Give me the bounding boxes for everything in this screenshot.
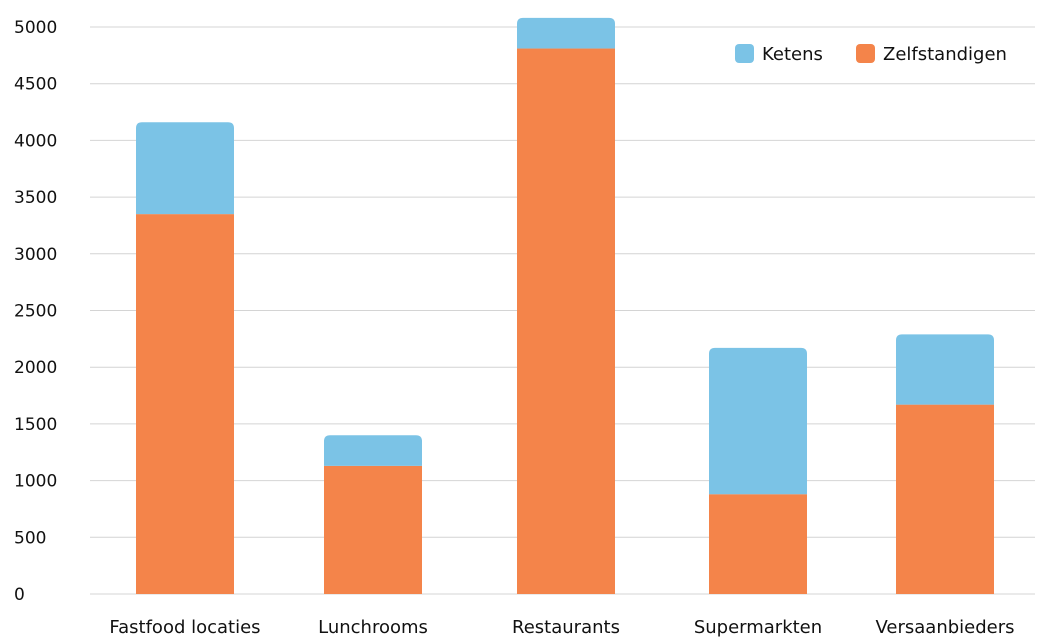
bar-zelfstandigen-1 [324,465,422,594]
y-tick-label: 0 [14,585,25,605]
y-tick-label: 4500 [14,75,57,95]
y-tick-label: 4000 [14,131,57,151]
bar-zelfstandigen-4 [896,404,994,594]
legend-swatch-ketens [735,44,754,63]
x-category-label: Lunchrooms [318,617,428,637]
y-tick-label: 3500 [14,188,57,208]
y-tick-label: 5000 [14,18,57,38]
bars [136,17,994,595]
y-tick-label: 2000 [14,358,57,378]
bar-ketens-1 [324,435,422,466]
bar-ketens-2 [517,17,615,49]
bar-ketens-3 [709,347,807,495]
legend-label-ketens: Ketens [762,44,823,65]
x-category-label: Fastfood locaties [109,617,260,637]
bar-zelfstandigen-0 [136,214,234,595]
y-tick-label: 1500 [14,415,57,435]
y-tick-label: 1000 [14,472,57,492]
bar-zelfstandigen-3 [709,494,807,594]
legend: Ketens Zelfstandigen [735,44,1007,65]
x-category-label: Restaurants [512,617,620,637]
bar-zelfstandigen-2 [517,48,615,594]
legend-label-zelfstandigen: Zelfstandigen [883,44,1007,65]
x-axis-category-labels: Fastfood locaties Lunchrooms Restaurants Su… [109,617,1014,637]
legend-swatch-zelfstandigen [856,44,875,63]
bar-ketens-0 [136,122,234,215]
bar-ketens-4 [896,334,994,405]
x-category-label: Supermarkten [694,617,822,637]
y-tick-label: 3000 [14,245,57,265]
y-axis-tick-labels: 0 500 1000 1500 2000 2500 3000 3500 4000 4500 5000 [14,18,57,605]
x-category-label: Versaanbieders [875,617,1014,637]
y-tick-label: 500 [14,528,46,548]
y-tick-label: 2500 [14,302,57,322]
